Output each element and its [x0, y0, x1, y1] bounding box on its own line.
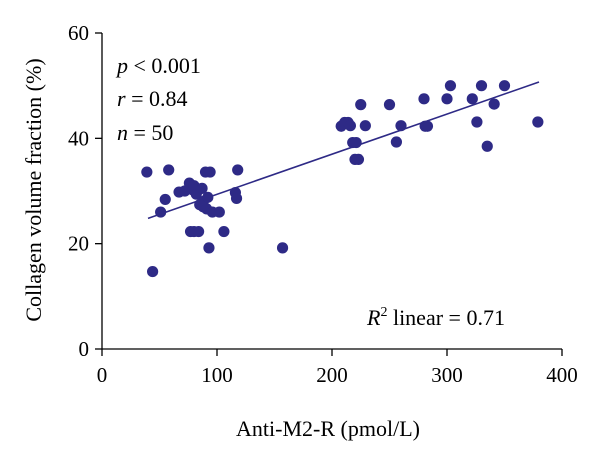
data-point [532, 116, 544, 128]
data-point [471, 116, 483, 128]
data-point [155, 206, 167, 218]
data-point [352, 153, 365, 165]
data-points [141, 80, 544, 278]
data-point [147, 265, 159, 278]
y-ticks: 0 20 40 60 [68, 21, 102, 361]
data-point [230, 192, 243, 204]
data-point [475, 80, 488, 92]
data-point [276, 242, 289, 254]
n-value-stat: n = 50 [117, 120, 173, 145]
data-point [204, 166, 216, 178]
data-point [355, 99, 367, 111]
y-tick-label: 40 [68, 126, 89, 150]
r-squared-symbol: R [366, 305, 381, 330]
r-squared-annotation: R2 linear = 0.71 [366, 305, 505, 330]
data-point [203, 242, 215, 254]
data-point [163, 164, 175, 176]
x-tick-label: 100 [201, 363, 233, 387]
data-point [193, 225, 205, 238]
r-symbol: r [117, 86, 126, 111]
regression-line [147, 81, 540, 220]
x-tick-label: 200 [316, 363, 348, 387]
data-point [141, 166, 153, 178]
data-point [213, 206, 225, 218]
data-point [390, 136, 402, 148]
data-point [488, 98, 500, 110]
data-point [159, 193, 171, 206]
y-tick-label: 60 [68, 21, 89, 45]
r-squared-text: linear = 0.71 [387, 305, 505, 330]
data-point [202, 191, 214, 203]
r-value-text: = 0.84 [126, 86, 188, 111]
data-point [383, 99, 396, 111]
x-axis-label: Anti-M2-R (pmol/L) [236, 416, 420, 441]
x-tick-label: 0 [97, 363, 108, 387]
y-tick-label: 0 [79, 337, 90, 361]
data-point [196, 182, 208, 194]
x-tick-label: 400 [546, 363, 578, 387]
statistics-block: p < 0.001 r = 0.84 n = 50 [115, 53, 201, 145]
r-squared-superscript: 2 [380, 305, 387, 320]
data-point [350, 136, 362, 149]
x-tick-label: 300 [431, 363, 463, 387]
data-point [498, 80, 511, 92]
data-point [441, 93, 453, 105]
x-ticks: 0 100 200 300 400 [97, 349, 578, 387]
data-point [466, 93, 478, 105]
data-point [418, 93, 430, 105]
data-point [344, 120, 356, 132]
data-point [481, 140, 493, 152]
data-point [232, 164, 244, 176]
axes [101, 33, 562, 350]
data-point [218, 225, 230, 238]
data-point [421, 120, 434, 132]
n-symbol: n [117, 120, 128, 145]
p-value-text: < 0.001 [128, 53, 201, 78]
r-value-stat: r = 0.84 [117, 86, 187, 111]
y-tick-label: 20 [68, 232, 89, 256]
n-value-text: = 50 [128, 120, 173, 145]
p-value-stat: p < 0.001 [115, 53, 201, 78]
data-point [359, 120, 371, 132]
data-point [395, 120, 407, 132]
y-axis-label: Collagen volume fraction (%) [21, 58, 46, 321]
data-point [444, 80, 457, 92]
p-symbol: p [115, 53, 128, 78]
